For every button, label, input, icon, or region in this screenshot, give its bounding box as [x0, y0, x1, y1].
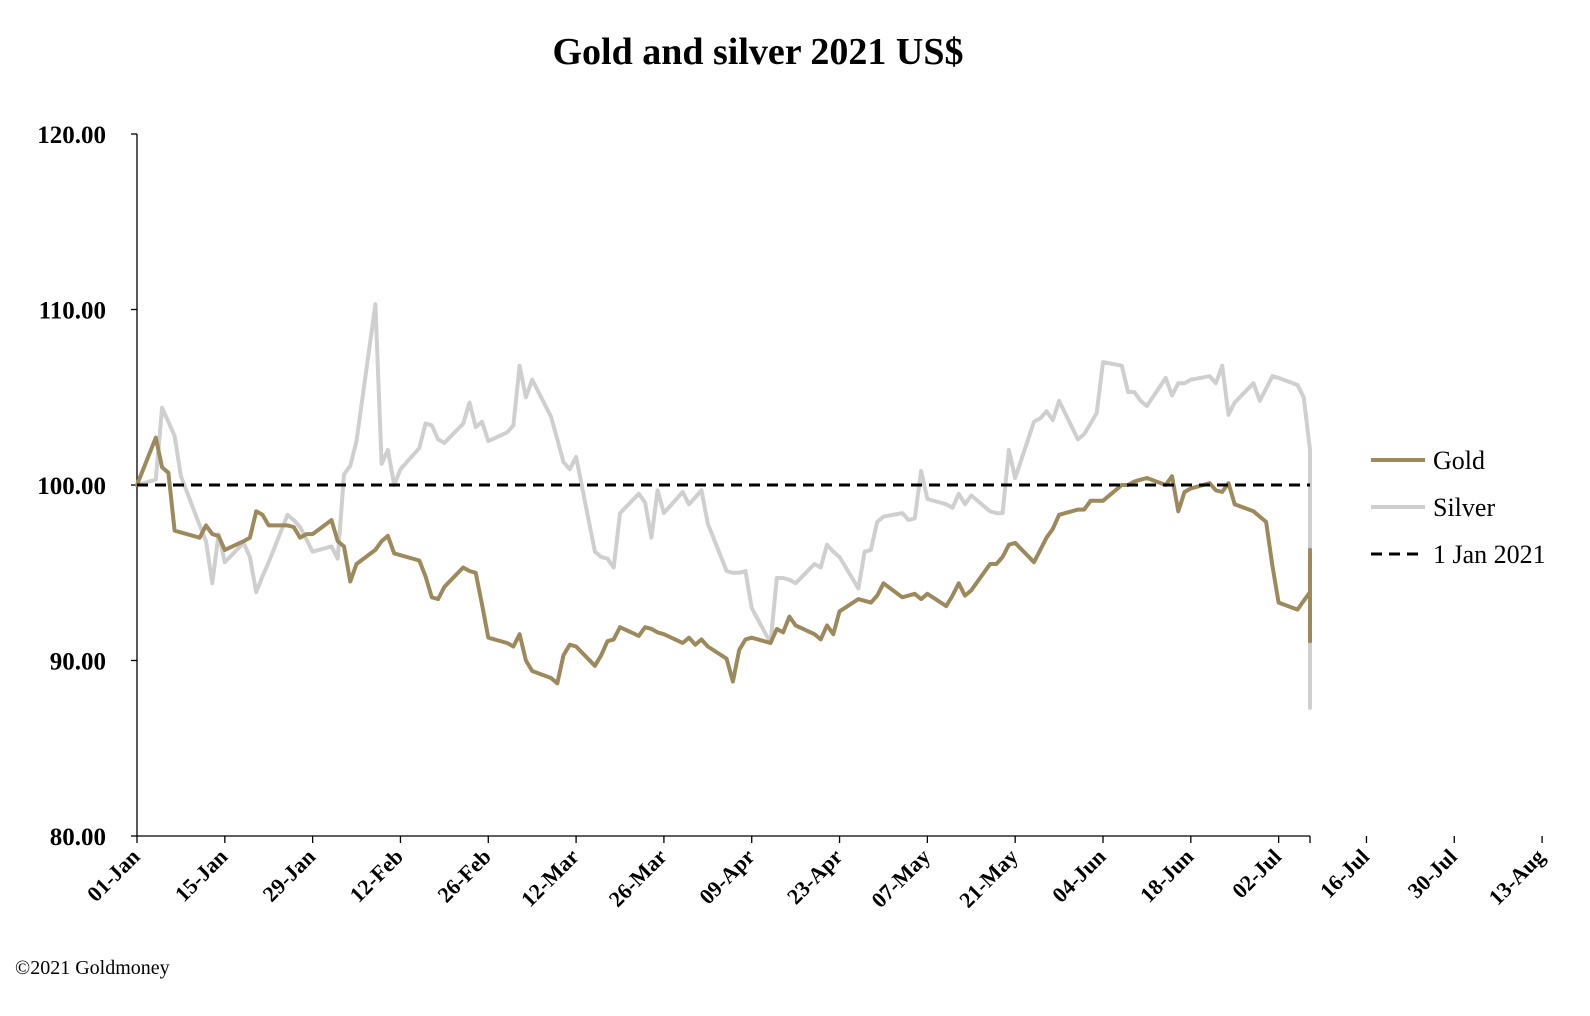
- x-tick-label: 07-May: [866, 844, 935, 913]
- x-tick-label: 16-Jul: [1315, 844, 1374, 903]
- x-tick-label: 13-Aug: [1484, 844, 1550, 910]
- y-tick-label: 120.00: [37, 122, 106, 149]
- y-tick-label: 110.00: [39, 298, 106, 325]
- y-tick-label: 80.00: [50, 824, 106, 851]
- x-tick-label: 15-Jan: [170, 844, 233, 907]
- legend-label: Silver: [1433, 493, 1495, 522]
- y-tick-label: 90.00: [50, 649, 106, 676]
- x-tick-label: 26-Feb: [432, 844, 495, 907]
- series-line-silver: [135, 302, 1312, 710]
- x-tick-label: 12-Feb: [345, 844, 408, 907]
- plot-area: 80.00 90.00 100.00 110.00 120.00 01-Jan 15-Jan…: [37, 122, 1549, 913]
- x-tick-label: 12-Mar: [516, 844, 584, 912]
- copyright-notice: ©2021 Goldmoney: [15, 957, 170, 979]
- x-tick-label: 18-Jun: [1135, 844, 1198, 907]
- x-tick-label: 30-Jul: [1403, 844, 1462, 903]
- x-tick-label: 01-Jan: [82, 844, 145, 907]
- x-tick-label: 29-Jan: [258, 844, 321, 907]
- series-lines: [135, 302, 1312, 710]
- x-tick-label: 23-Apr: [782, 844, 847, 909]
- x-tick-label: 02-Jul: [1227, 844, 1286, 903]
- y-tick-label: 100.00: [37, 473, 106, 500]
- chart-title: Gold and silver 2021 US$: [552, 31, 963, 73]
- x-tick-label: 09-Apr: [694, 844, 759, 909]
- legend: Gold Silver 1 Jan 2021: [1371, 446, 1546, 569]
- x-tick-label: 21-May: [954, 844, 1023, 913]
- legend-label: 1 Jan 2021: [1433, 540, 1546, 569]
- x-tick-label: 04-Jun: [1047, 844, 1110, 907]
- x-tick-label: 26-Mar: [604, 844, 672, 912]
- legend-label: Gold: [1433, 446, 1485, 475]
- series-line-gold: [135, 435, 1312, 686]
